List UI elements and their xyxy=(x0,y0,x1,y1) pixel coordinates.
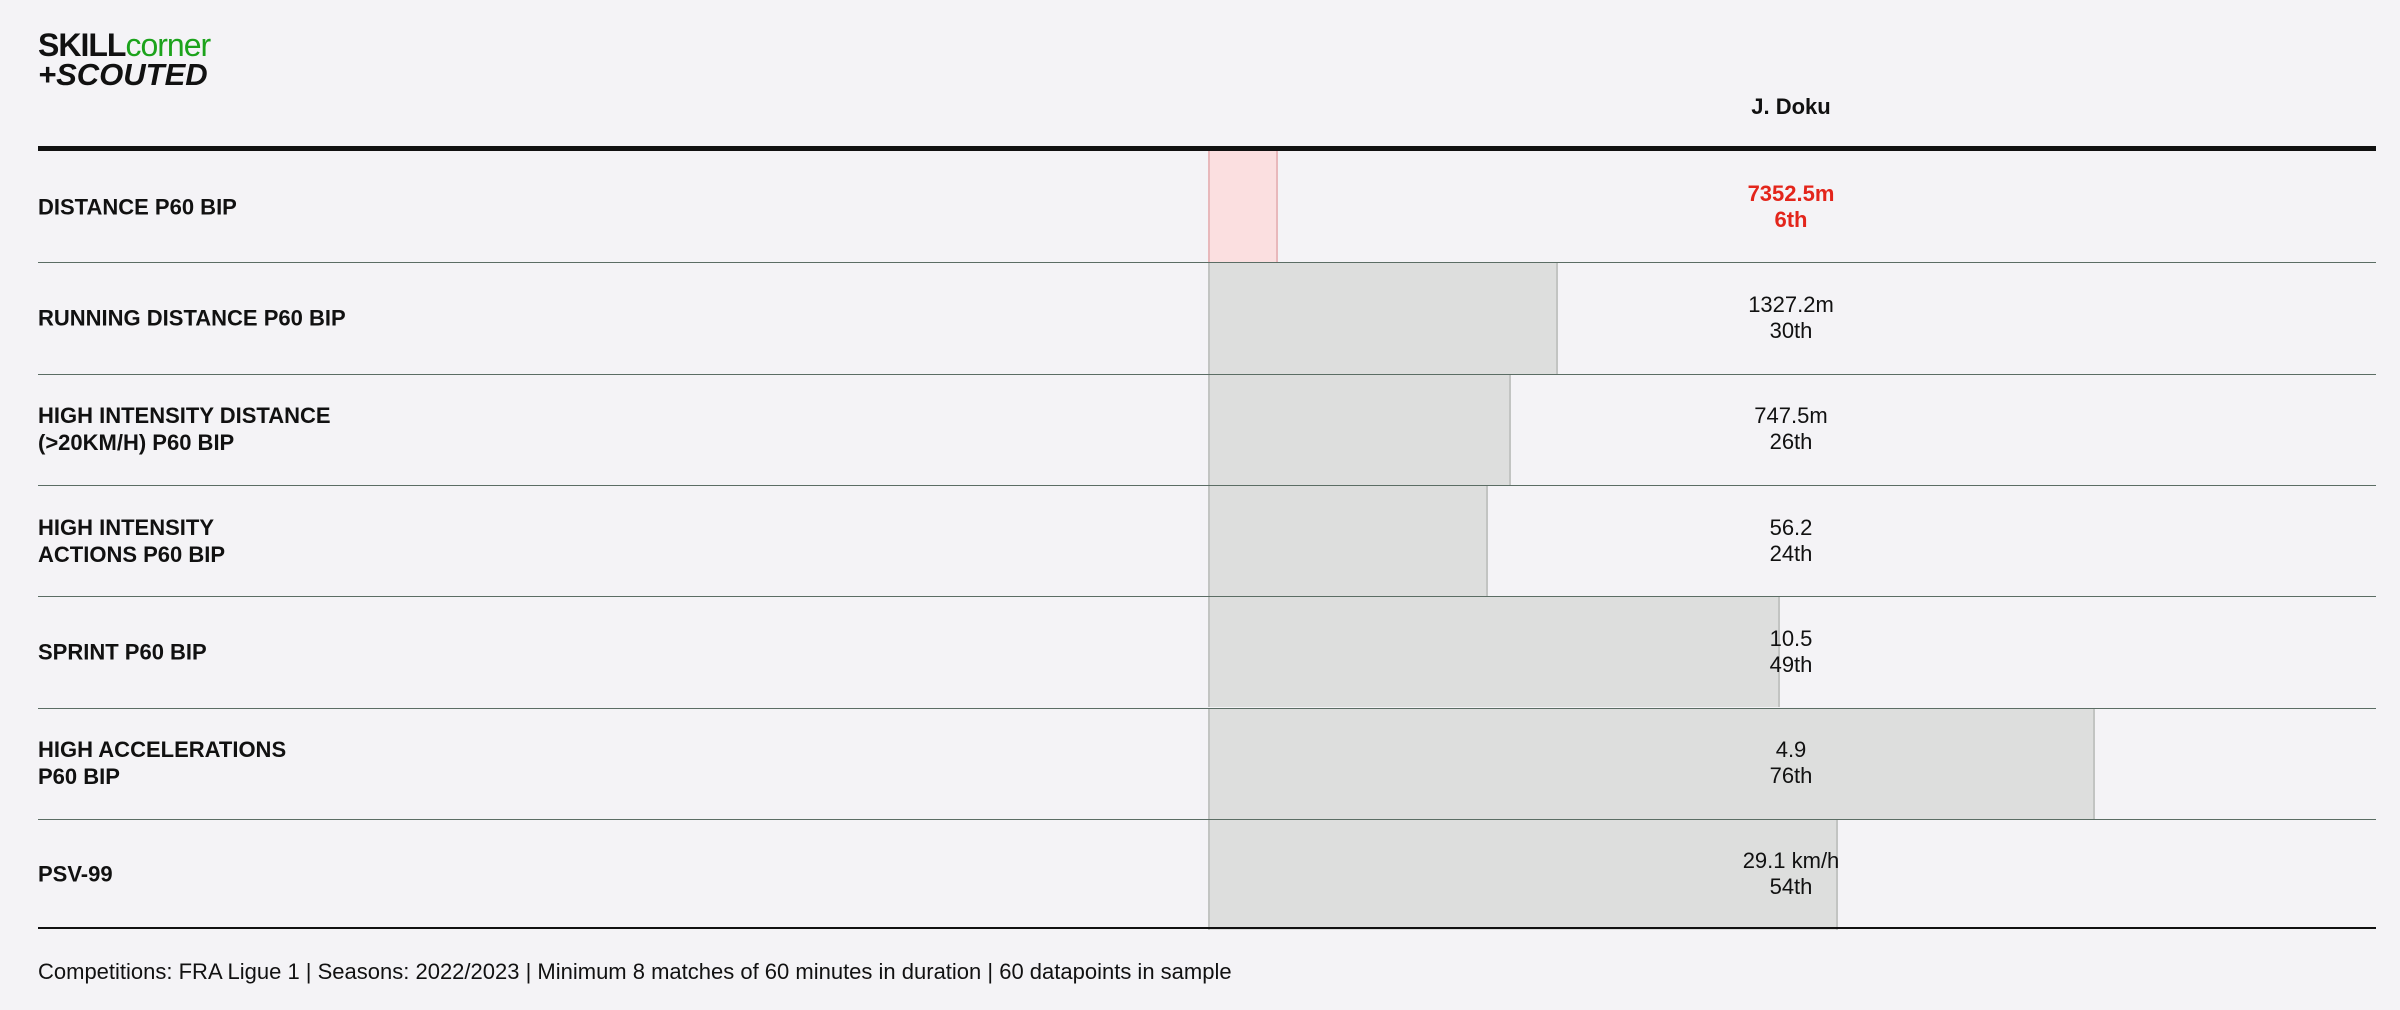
row-divider xyxy=(38,707,2376,709)
percentile-bar xyxy=(1208,484,1489,597)
metric-value: 747.5m 26th xyxy=(1641,403,1941,455)
value-label: 10.5 xyxy=(1769,625,1813,651)
metric-label: HIGH INTENSITY ACTIONS P60 BIP xyxy=(38,514,226,567)
header-rule xyxy=(38,146,2376,151)
metric-label: PSV-99 xyxy=(38,861,113,887)
metric-label: HIGH ACCELERATIONS P60 BIP xyxy=(38,737,287,790)
footer-note: Competitions: FRA Ligue 1 | Seasons: 202… xyxy=(38,959,1232,984)
logo: SKILLcorner +SCOUTED xyxy=(38,27,211,92)
rank-label: 26th xyxy=(1769,429,1813,455)
metric-value: 56.2 24th xyxy=(1641,515,1941,567)
metric-value: 29.1 km/h 54th xyxy=(1641,848,1941,900)
value-label: 747.5m xyxy=(1754,403,1828,429)
metric-value: 10.5 49th xyxy=(1641,626,1941,678)
row-divider xyxy=(38,484,2376,486)
row-divider xyxy=(38,262,2376,264)
rank-label: 24th xyxy=(1769,540,1813,566)
row-divider xyxy=(38,596,2376,598)
metric-label: DISTANCE P60 BIP xyxy=(38,194,237,220)
logo-text: corner xyxy=(125,27,211,63)
metric-label: RUNNING DISTANCE P60 BIP xyxy=(38,305,346,331)
percentile-bar xyxy=(1208,818,1839,931)
row-divider xyxy=(38,818,2376,820)
rank-label: 54th xyxy=(1769,874,1813,900)
percentile-bar xyxy=(1208,596,1780,708)
metric-value: 7352.5m 6th xyxy=(1641,181,1941,233)
rank-label: 6th xyxy=(1774,206,1808,232)
metric-label: HIGH INTENSITY DISTANCE (>20KM/H) P60 BI… xyxy=(38,403,331,456)
player-name: J. Doku xyxy=(1751,94,1831,119)
value-label: 56.2 xyxy=(1769,514,1813,540)
row-divider xyxy=(38,373,2376,375)
value-label: 29.1 km/h xyxy=(1742,848,1840,874)
value-label: 4.9 xyxy=(1775,737,1807,763)
rank-label: 49th xyxy=(1769,651,1813,677)
value-label: 1327.2m xyxy=(1748,291,1834,317)
rank-label: 30th xyxy=(1769,317,1813,343)
metric-value: 4.9 76th xyxy=(1641,737,1941,789)
logo-text: SKILL xyxy=(38,27,126,63)
percentile-bar xyxy=(1208,262,1559,374)
footer-rule xyxy=(38,927,2376,929)
percentile-bar xyxy=(1208,151,1279,263)
logo-line: SKILLcorner xyxy=(38,27,211,63)
percentile-bar xyxy=(1208,707,2095,819)
logo-text: +SCOUTED xyxy=(38,57,208,92)
value-label: 7352.5m xyxy=(1747,180,1835,206)
rank-label: 76th xyxy=(1769,763,1813,789)
metric-label: SPRINT P60 BIP xyxy=(38,639,207,665)
percentile-bar xyxy=(1208,373,1512,485)
metric-value: 1327.2m 30th xyxy=(1641,292,1941,344)
